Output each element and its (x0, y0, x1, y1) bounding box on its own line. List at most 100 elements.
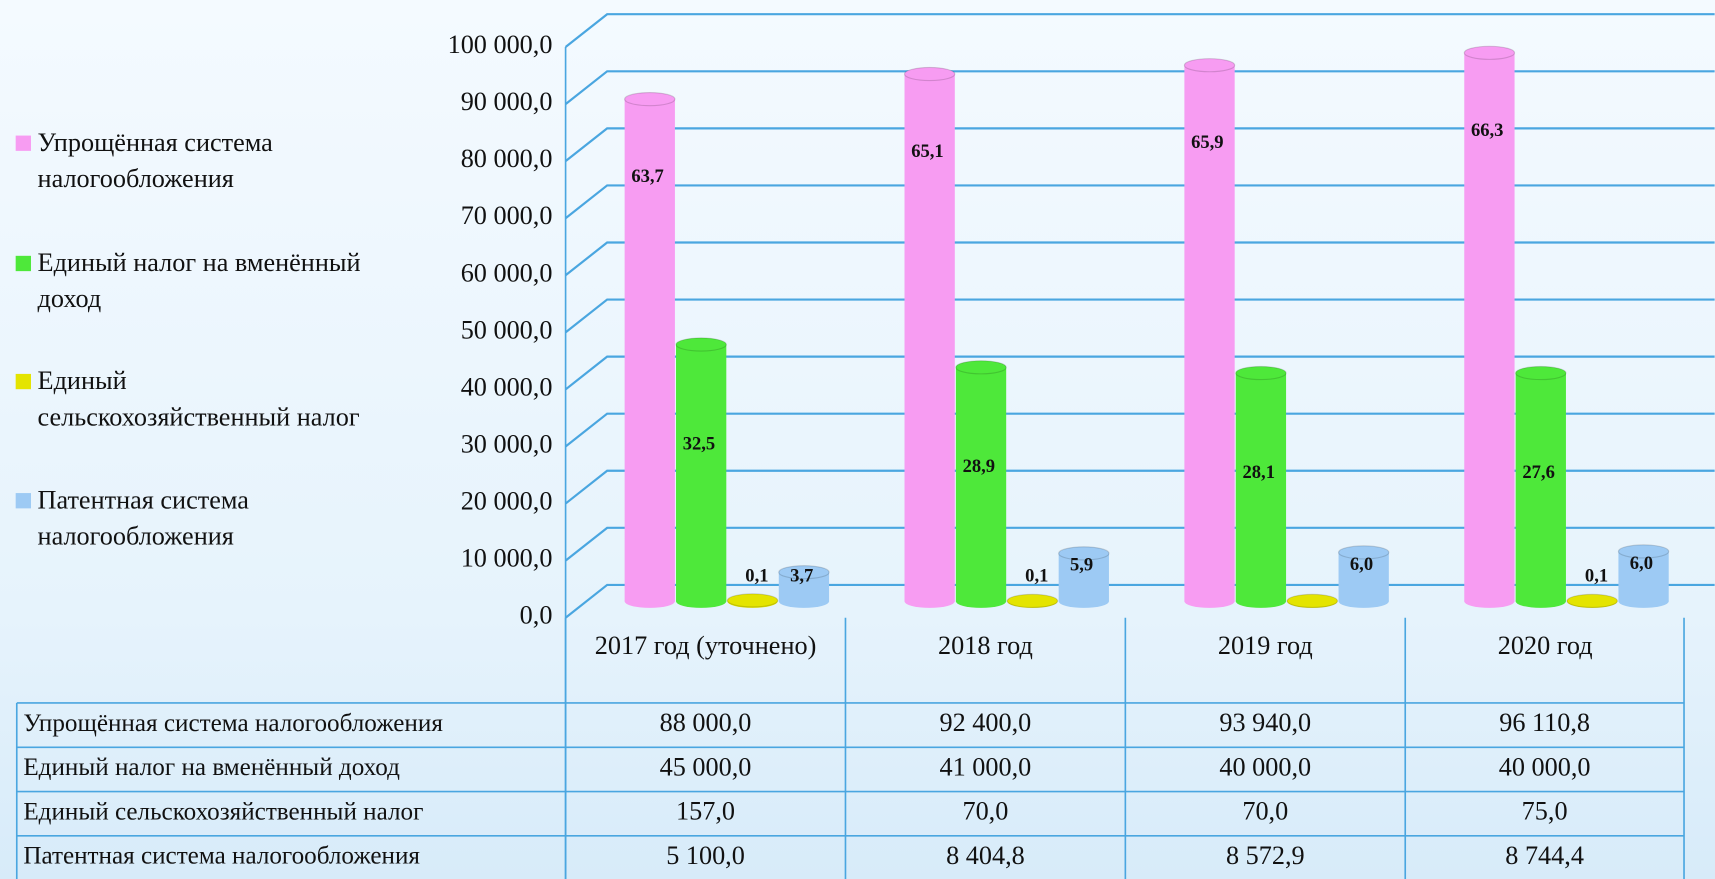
share-label: 0,1 (1025, 566, 1048, 587)
legend-label-box: Упрощённая система налогообложения (37, 129, 273, 194)
row-label: Упрощённая система налогообложения (23, 710, 443, 737)
bar-cap (1286, 593, 1338, 609)
x-tick-label-box: 2018 год (937, 631, 1033, 661)
grid-line (564, 469, 1715, 505)
row-label: Единый налог на вменённый доход (23, 754, 400, 781)
bar-cap (1515, 365, 1567, 381)
share-label: 65,9 (1191, 132, 1224, 153)
row-label: Единый сельскохозяйственный налог (23, 798, 423, 825)
y-tick-label: 20 000,0 (461, 487, 553, 516)
y-tick-label: 100 000,0 (448, 30, 553, 59)
table-cell: 40 000,0 (1219, 752, 1311, 781)
bar (1235, 373, 1287, 602)
bar (1464, 52, 1515, 602)
share-label: 32,5 (683, 433, 716, 454)
legend-swatch (15, 135, 31, 151)
bar-cap (675, 337, 727, 352)
bar-cap (778, 565, 830, 580)
bar-cap (1058, 546, 1110, 561)
x-tick-label: 2017 год (уточнено) (594, 631, 817, 661)
grid-line (564, 355, 1715, 391)
table-cell: 8 744,4 (1505, 841, 1584, 870)
share-label: 0,1 (745, 566, 768, 587)
table-cell: 70,0 (962, 797, 1008, 826)
table-cell: 96 110,8 (1499, 708, 1590, 737)
bar (955, 367, 1007, 602)
bar-cap (1337, 545, 1390, 560)
table-cell: 157,0 (676, 797, 735, 826)
y-tick-label: 80 000,0 (461, 144, 553, 173)
bar-cap (1183, 58, 1236, 73)
grid-line (564, 127, 1715, 163)
x-tick-label: 2019 год (1217, 631, 1313, 661)
legend-swatch (15, 373, 31, 390)
y-tick-label: 70 000,0 (461, 201, 553, 230)
share-label: 6,0 (1630, 553, 1653, 574)
legend-swatch (15, 493, 31, 509)
table-cell: 8 572,9 (1226, 841, 1305, 870)
share-label: 27,6 (1522, 462, 1555, 483)
y-tick-label: 50 000,0 (461, 315, 553, 344)
bar-cap (1617, 544, 1670, 559)
bar (1618, 551, 1669, 602)
share-label: 28,1 (1242, 462, 1275, 483)
bar-cap (1006, 593, 1059, 609)
table-cell: 41 000,0 (940, 752, 1032, 781)
bar-cap (726, 593, 779, 608)
share-label: 6,0 (1350, 554, 1373, 575)
grid-line (564, 184, 1715, 220)
legend-label-box: Единый налог на вменённый доход (37, 249, 361, 314)
share-label: 63,7 (631, 166, 664, 187)
bar (1184, 65, 1235, 602)
table-cell: 40 000,0 (1499, 752, 1591, 781)
grid-line (564, 412, 1715, 448)
table-cell: 70,0 (1242, 797, 1288, 826)
bar (676, 344, 727, 602)
legend-label: Единый сельскохозяйственный налог (37, 367, 360, 432)
x-tick-label: 2020 год (1497, 631, 1593, 661)
table-cell: 93 940,0 (1219, 708, 1311, 737)
legend-label: Патентная система налогообложения (37, 486, 249, 552)
y-tick-label: 40 000,0 (461, 372, 553, 401)
y-tick-label: 30 000,0 (461, 430, 553, 459)
bar (624, 99, 675, 602)
grid-line (564, 526, 1715, 562)
y-tick-label: 90 000,0 (461, 87, 553, 116)
table-cell: 45 000,0 (660, 752, 752, 781)
y-tick-label: 10 000,0 (461, 544, 553, 573)
grid-line (564, 298, 1715, 334)
bar-cap (1566, 593, 1618, 608)
bar-cap (903, 66, 956, 82)
bar-cap (624, 91, 676, 107)
y-tick-label: 60 000,0 (461, 258, 553, 287)
bar-cap (1463, 45, 1516, 60)
x-tick-label-box: 2017 год (уточнено) (594, 631, 817, 661)
legend-label-box: Патентная система налогообложения (37, 486, 249, 552)
legend-label: Упрощённая система налогообложения (37, 129, 273, 194)
bar (1058, 553, 1109, 602)
bar (1338, 552, 1389, 602)
bar (1515, 373, 1566, 602)
row-label: Патентная система налогообложения (23, 843, 420, 870)
share-label: 0,1 (1585, 566, 1608, 587)
share-label: 66,3 (1471, 120, 1504, 141)
share-label: 65,1 (911, 141, 944, 162)
share-label: 5,9 (1070, 555, 1093, 576)
table-cell: 8 404,8 (946, 841, 1025, 870)
legend-label: Единый налог на вменённый доход (37, 249, 361, 314)
share-label: 3,7 (790, 566, 813, 587)
table-cell: 5 100,0 (666, 841, 745, 870)
bar-cap (1235, 365, 1287, 381)
x-tick-label-box: 2020 год (1497, 631, 1593, 661)
legend-label-box: Единый сельскохозяйственный налог (37, 367, 360, 432)
x-tick-label: 2018 год (937, 631, 1033, 661)
x-tick-label-box: 2019 год (1217, 631, 1313, 661)
share-label: 28,9 (963, 456, 996, 477)
table-cell: 92 400,0 (940, 708, 1032, 737)
table-cell: 88 000,0 (660, 708, 752, 737)
table-cell: 75,0 (1522, 797, 1568, 826)
y-tick-label: 0,0 (520, 601, 553, 630)
bar (904, 73, 955, 602)
grid-line (564, 70, 1715, 105)
